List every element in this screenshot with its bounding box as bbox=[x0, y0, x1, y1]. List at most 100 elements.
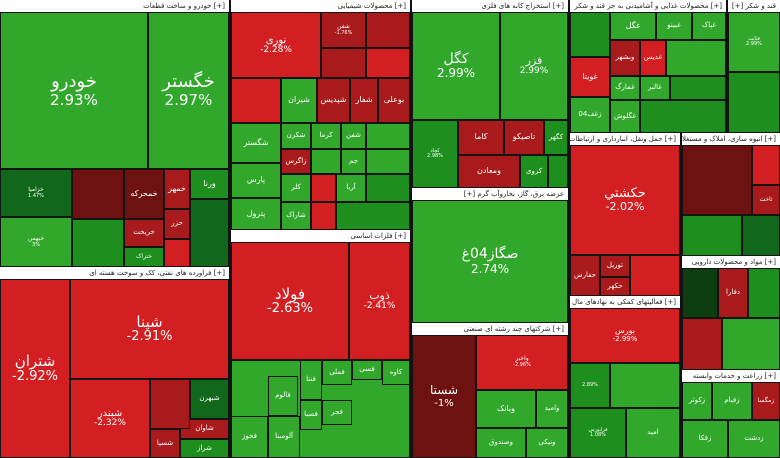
stock-tile[interactable]: خزامیا 1.47% bbox=[0, 169, 72, 217]
sector-header[interactable]: [+] فعالیتهای کمکی به نهادهای مال bbox=[570, 296, 680, 308]
stock-tile[interactable]: توریل bbox=[600, 255, 630, 277]
stock-tile[interactable] bbox=[752, 145, 780, 185]
stock-tile[interactable]: فجر bbox=[322, 400, 352, 425]
stock-tile[interactable] bbox=[548, 155, 568, 188]
sector-header[interactable]: قند و شکر [+] bbox=[728, 0, 780, 12]
stock-tile[interactable]: شبهرن bbox=[190, 379, 229, 419]
stock-tile[interactable]: کرما bbox=[311, 123, 341, 149]
stock-tile[interactable]: غپاک bbox=[692, 12, 726, 40]
stock-tile[interactable]: خگستر 2.97% bbox=[148, 12, 229, 169]
stock-tile[interactable]: فالوم bbox=[268, 376, 298, 416]
stock-tile[interactable]: شفن bbox=[341, 123, 366, 149]
stock-tile[interactable]: شکرن bbox=[281, 123, 311, 149]
stock-tile[interactable]: تاصیکو bbox=[504, 120, 544, 155]
stock-tile[interactable]: فملی bbox=[322, 360, 352, 385]
stock-tile[interactable]: فولاد -2.63% bbox=[231, 242, 349, 360]
stock-tile[interactable]: فزر 2.99% bbox=[500, 12, 568, 120]
stock-tile[interactable] bbox=[150, 379, 190, 429]
stock-tile[interactable]: شفار bbox=[350, 78, 378, 123]
stock-tile[interactable]: ونیکی bbox=[526, 428, 568, 458]
stock-tile[interactable]: غدیس bbox=[640, 40, 666, 76]
stock-tile[interactable]: کگل 2.99% bbox=[412, 12, 500, 120]
stock-tile[interactable] bbox=[72, 169, 124, 219]
stock-tile[interactable] bbox=[366, 12, 410, 48]
stock-tile[interactable] bbox=[682, 268, 718, 318]
stock-tile[interactable]: غویتا bbox=[570, 57, 610, 97]
stock-tile[interactable] bbox=[682, 145, 752, 215]
stock-tile[interactable]: صگاز04غ 2.74% bbox=[412, 200, 568, 323]
stock-tile[interactable] bbox=[311, 174, 336, 202]
stock-tile[interactable]: فسی bbox=[352, 360, 382, 380]
stock-tile[interactable] bbox=[722, 318, 780, 370]
sector-header[interactable]: [+] خودرو و ساخت قطعات bbox=[0, 0, 229, 12]
stock-tile[interactable]: شسپا bbox=[150, 429, 180, 458]
sector-header[interactable]: [+] حمل ونقل، انبارداری و ارتباطات bbox=[570, 133, 680, 145]
stock-tile[interactable] bbox=[630, 255, 680, 296]
stock-tile[interactable]: زمگسا bbox=[752, 382, 780, 420]
stock-tile[interactable]: دفارا bbox=[718, 268, 748, 318]
stock-tile[interactable]: کاوه bbox=[382, 360, 410, 385]
stock-tile[interactable]: شاراک bbox=[281, 202, 311, 230]
stock-tile[interactable]: آلومینا bbox=[268, 416, 300, 458]
stock-tile[interactable] bbox=[682, 318, 722, 370]
stock-tile[interactable]: کروی bbox=[520, 155, 548, 188]
stock-tile[interactable]: غبینو bbox=[656, 12, 692, 40]
stock-tile[interactable]: حزر bbox=[164, 209, 190, 239]
stock-tile[interactable]: زفیام bbox=[712, 382, 752, 420]
stock-tile[interactable] bbox=[321, 48, 366, 78]
stock-tile[interactable]: بوعلی bbox=[378, 78, 410, 123]
stock-tile[interactable] bbox=[336, 202, 410, 230]
stock-tile[interactable]: ثاخت bbox=[752, 185, 780, 215]
stock-tile[interactable]: شستا -1% bbox=[412, 335, 476, 458]
stock-tile[interactable]: فنتا bbox=[300, 360, 322, 400]
stock-tile[interactable]: نوری -2.28% bbox=[231, 12, 321, 78]
stock-tile[interactable]: خبهمن 3% bbox=[0, 217, 72, 267]
stock-tile[interactable]: شبندر -2.32% bbox=[70, 379, 150, 458]
stock-tile[interactable] bbox=[311, 149, 341, 174]
stock-tile[interactable]: شگستر bbox=[231, 123, 281, 163]
sector-header[interactable]: [+] محصولات شیمیایی bbox=[231, 0, 410, 12]
stock-tile[interactable]: ذوب -2.41% bbox=[349, 242, 410, 360]
stock-tile[interactable]: حکشتي -2.02% bbox=[570, 145, 680, 255]
sector-header[interactable]: [+] فلزات اساسی bbox=[231, 230, 410, 242]
stock-tile[interactable]: غگلوش bbox=[610, 100, 640, 133]
stock-tile[interactable]: فصبا bbox=[300, 400, 322, 430]
sector-header[interactable]: [+] زراعت و خدمات وابسته bbox=[682, 370, 780, 382]
stock-tile[interactable]: جم bbox=[341, 149, 366, 174]
stock-tile[interactable]: فرابورس 1.08% bbox=[570, 408, 626, 458]
stock-tile[interactable]: کاما bbox=[458, 120, 504, 155]
sector-header[interactable]: عرضه برق، گاز، بخاروآب گرم [+] bbox=[412, 188, 568, 200]
stock-tile[interactable] bbox=[231, 78, 281, 123]
sector-header[interactable]: [+] استخراج کانه های فلزی bbox=[412, 0, 568, 12]
stock-tile[interactable]: پارس bbox=[231, 163, 281, 198]
stock-tile[interactable]: وبانک bbox=[476, 390, 536, 428]
stock-tile[interactable] bbox=[366, 174, 410, 202]
stock-tile[interactable]: قثابت 2.99% bbox=[728, 12, 780, 72]
stock-tile[interactable] bbox=[366, 149, 410, 174]
stock-tile[interactable]: زدشت bbox=[728, 420, 780, 458]
stock-tile[interactable] bbox=[640, 100, 726, 133]
stock-tile[interactable] bbox=[311, 202, 336, 230]
stock-tile[interactable]: ختراک bbox=[124, 247, 164, 267]
stock-tile[interactable]: وامید bbox=[536, 390, 568, 428]
sector-header[interactable]: [+] شرکتهای چند رشته ای صنعتی bbox=[412, 323, 568, 335]
stock-tile[interactable]: واخبر -2.96% bbox=[476, 335, 568, 390]
stock-tile[interactable]: خمهر bbox=[164, 169, 190, 209]
stock-tile[interactable]: غمارگ bbox=[610, 76, 640, 100]
stock-tile[interactable]: ومعادن bbox=[458, 155, 520, 188]
stock-tile[interactable]: وبشهر bbox=[610, 40, 640, 76]
sector-header[interactable]: [+] محصولات غذایی و آشامیدنی به جز قند و… bbox=[570, 0, 726, 12]
stock-tile[interactable]: زفکا bbox=[682, 420, 728, 458]
stock-tile[interactable]: شاوان bbox=[180, 419, 229, 439]
stock-tile[interactable] bbox=[748, 268, 780, 318]
stock-tile[interactable]: غالبر bbox=[640, 76, 670, 100]
stock-tile[interactable] bbox=[610, 363, 680, 408]
stock-tile[interactable]: زاگرس bbox=[281, 149, 311, 174]
stock-tile[interactable]: خریخت bbox=[124, 219, 164, 247]
sector-header[interactable]: [+] فراورده های نفتی، کک و سوخت هسته ای bbox=[0, 267, 229, 279]
stock-tile[interactable]: فخوز bbox=[231, 416, 268, 458]
stock-tile[interactable] bbox=[164, 239, 190, 267]
stock-tile[interactable]: شیران bbox=[281, 78, 317, 123]
stock-tile[interactable] bbox=[682, 215, 742, 256]
stock-tile[interactable] bbox=[670, 76, 726, 100]
